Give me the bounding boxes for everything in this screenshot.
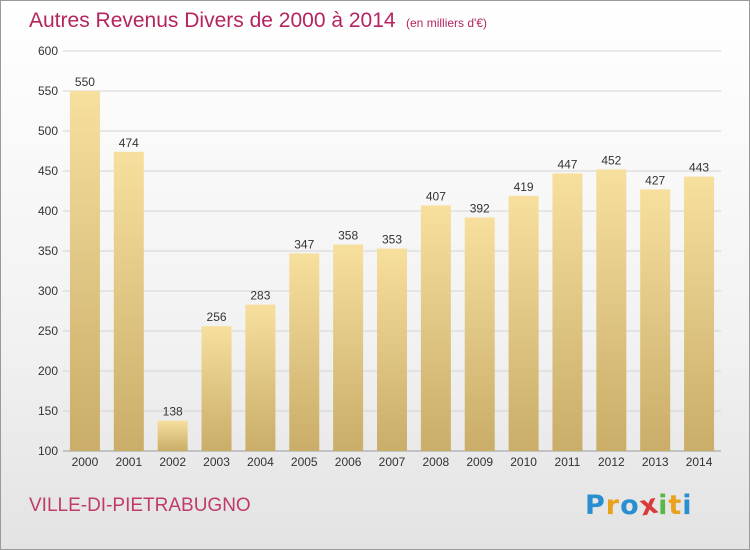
x-tick-label: 2006: [335, 455, 362, 469]
bar-value-label: 353: [382, 233, 402, 247]
x-tick-label: 2014: [686, 455, 713, 469]
bar: [245, 304, 276, 451]
y-tick-label: 550: [38, 84, 58, 98]
x-tick-label: 2007: [379, 455, 406, 469]
chart-title-text: Autres Revenus Divers de 2000 à 2014: [29, 9, 396, 32]
logo-letter: r: [605, 490, 621, 521]
logo-letter: i: [658, 490, 669, 521]
bar: [377, 248, 407, 451]
x-tick-label: 2003: [203, 455, 230, 469]
x-tick-label: 2013: [642, 455, 669, 469]
x-tick-label: 2001: [115, 455, 142, 469]
x-tick-label: 2010: [510, 455, 537, 469]
city-label: VILLE-DI-PIETRABUGNO: [29, 495, 251, 516]
y-tick-label: 250: [38, 324, 58, 338]
x-tick-label: 2000: [72, 455, 99, 469]
bar: [201, 326, 232, 451]
bar-value-label: 407: [426, 189, 446, 203]
bar-value-label: 427: [645, 173, 665, 187]
x-tick-label: 2012: [598, 455, 625, 469]
bar: [596, 169, 627, 451]
bar: [684, 176, 715, 451]
y-tick-label: 400: [38, 204, 58, 218]
y-tick-label: 200: [38, 364, 58, 378]
y-tick-label: 600: [38, 44, 58, 58]
bar-value-label: 392: [470, 201, 490, 215]
bar: [552, 173, 583, 451]
bar: [640, 189, 671, 451]
y-tick-label: 100: [38, 444, 58, 458]
bar: [69, 91, 100, 451]
bar: [289, 253, 320, 451]
bar: [157, 420, 188, 451]
logo-letter: t: [668, 490, 683, 521]
bar-value-label: 358: [338, 229, 358, 243]
y-tick-label: 300: [38, 284, 58, 298]
chart-title: Autres Revenus Divers de 2000 à 2014 (en…: [29, 9, 487, 33]
bar: [464, 217, 495, 451]
logo-letter: o: [620, 490, 640, 521]
x-tick-label: 2002: [159, 455, 186, 469]
proxiti-logo[interactable]: Proxiti: [585, 488, 693, 522]
bar-value-label: 443: [689, 161, 709, 175]
bar-value-label: 419: [514, 180, 534, 194]
bar-value-label: 550: [75, 75, 95, 89]
bar: [508, 195, 539, 451]
bar: [113, 151, 144, 452]
bar: [420, 205, 451, 451]
bar-value-label: 283: [250, 289, 270, 303]
x-tick-label: 2011: [555, 455, 581, 469]
bar-value-label: 474: [119, 136, 139, 150]
bar-value-label: 452: [601, 153, 621, 167]
y-tick-label: 350: [38, 244, 58, 258]
bar-value-label: 256: [207, 310, 227, 324]
x-tick-label: 2008: [423, 455, 450, 469]
bar-value-label: 347: [294, 237, 314, 251]
y-tick-label: 500: [38, 124, 58, 138]
y-tick-label: 150: [38, 404, 58, 418]
y-tick-label: 450: [38, 164, 58, 178]
bar-value-label: 447: [557, 157, 577, 171]
x-tick-label: 2004: [247, 455, 274, 469]
x-tick-label: 2005: [291, 455, 318, 469]
bar-value-label: 138: [163, 405, 183, 419]
chart-unit: (en milliers d'€): [406, 16, 487, 30]
logo-letter: P: [585, 490, 606, 521]
x-tick-label: 2009: [466, 455, 493, 469]
logo-letter: i: [682, 490, 693, 521]
bar: [333, 244, 364, 451]
